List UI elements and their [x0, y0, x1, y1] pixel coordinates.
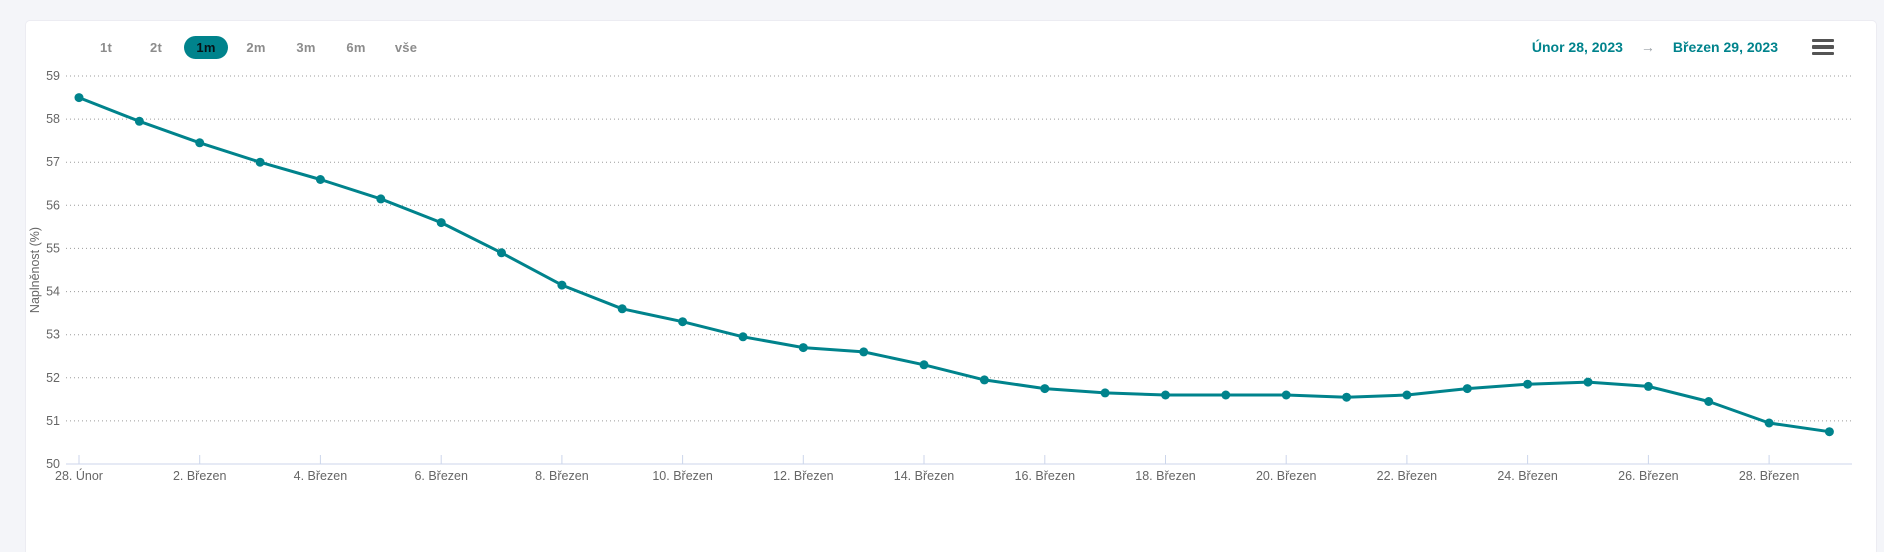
svg-text:16. Březen: 16. Březen — [1015, 469, 1076, 483]
range-button-2t[interactable]: 2t — [134, 36, 178, 59]
svg-text:55: 55 — [46, 241, 60, 255]
series-line[interactable] — [77, 96, 1831, 434]
svg-text:4. Březen: 4. Březen — [294, 469, 348, 483]
svg-text:53: 53 — [46, 328, 60, 342]
date-from-input[interactable]: Únor 28, 2023 — [1531, 39, 1623, 55]
range-button-3m[interactable]: 3m — [284, 36, 328, 59]
svg-text:20. Březen: 20. Březen — [1256, 469, 1317, 483]
svg-text:6. Březen: 6. Březen — [414, 469, 468, 483]
gridlines — [66, 75, 1852, 422]
chart-card: 50 51 52 53 54 55 56 57 58 59 28. Únor 2. Březen 4. … — [25, 20, 1877, 552]
svg-text:51: 51 — [46, 414, 60, 428]
range-button-vse[interactable]: vše — [384, 36, 428, 59]
y-axis-title: Naplněnost (%) — [28, 227, 42, 313]
data-points[interactable] — [74, 93, 1834, 437]
svg-text:59: 59 — [46, 69, 60, 83]
arrow-right-icon: → — [1640, 39, 1655, 55]
svg-text:10. Březen: 10. Březen — [652, 469, 713, 483]
svg-text:2. Březen: 2. Březen — [173, 469, 227, 483]
svg-text:57: 57 — [46, 155, 60, 169]
range-button-1t[interactable]: 1t — [84, 36, 128, 59]
svg-text:26. Březen: 26. Březen — [1618, 469, 1679, 483]
svg-text:52: 52 — [46, 371, 60, 385]
svg-text:22. Březen: 22. Březen — [1377, 469, 1438, 483]
x-axis-labels: 28. Únor 2. Březen 4. Březen 6. Březen 8. Bř… — [55, 455, 1799, 483]
chart-toolbar: 1t 2t 1m 2m 3m 6m vše Únor 28, 2023 → Bř… — [26, 31, 1876, 63]
svg-text:12. Březen: 12. Březen — [773, 469, 834, 483]
date-range: Únor 28, 2023 → Březen 29, 2023 — [1532, 39, 1834, 55]
svg-text:28. Únor: 28. Únor — [55, 468, 103, 483]
svg-text:18. Březen: 18. Březen — [1135, 469, 1196, 483]
range-selector: 1t 2t 1m 2m 3m 6m vše — [84, 35, 434, 59]
range-button-2m[interactable]: 2m — [234, 36, 278, 59]
svg-text:24. Březen: 24. Březen — [1497, 469, 1558, 483]
y-axis-labels: 50 51 52 53 54 55 56 57 58 59 — [46, 69, 60, 471]
line-chart[interactable]: 50 51 52 53 54 55 56 57 58 59 28. Únor 2. Březen 4. … — [26, 21, 1876, 551]
range-button-6m[interactable]: 6m — [334, 36, 378, 59]
svg-text:56: 56 — [46, 198, 60, 212]
range-button-1m[interactable]: 1m — [184, 35, 228, 59]
svg-text:58: 58 — [46, 112, 60, 126]
date-to-input[interactable]: Březen 29, 2023 — [1672, 39, 1778, 55]
svg-text:8. Březen: 8. Březen — [535, 469, 589, 483]
hamburger-menu-icon[interactable] — [1812, 39, 1834, 55]
svg-text:50: 50 — [46, 457, 60, 471]
svg-text:54: 54 — [46, 285, 60, 299]
svg-text:14. Březen: 14. Březen — [894, 469, 955, 483]
svg-text:28. Březen: 28. Březen — [1739, 469, 1800, 483]
